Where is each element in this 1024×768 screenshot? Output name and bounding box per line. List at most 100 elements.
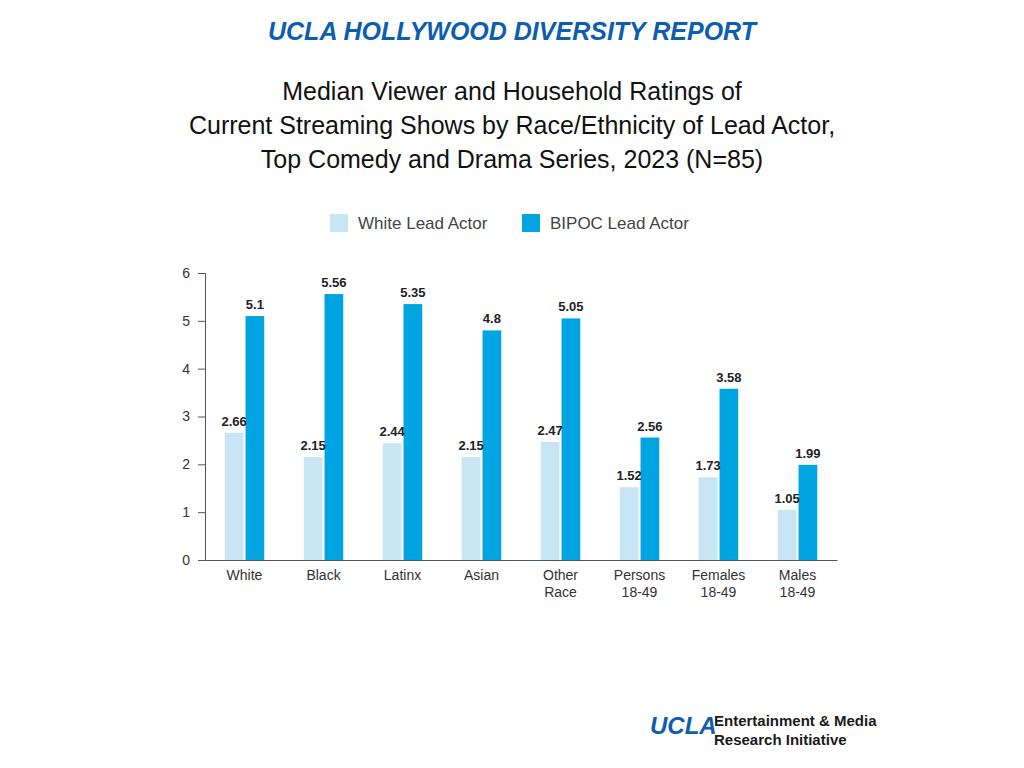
data-label: 2.66	[221, 414, 246, 429]
y-tick-mark	[198, 369, 205, 370]
bar	[562, 318, 581, 560]
bar	[225, 433, 244, 560]
x-tick-label: OtherRace	[543, 567, 578, 600]
x-tick-label-line: 18-49	[780, 584, 816, 600]
data-label: 5.56	[321, 275, 346, 290]
legend-swatch	[522, 214, 540, 232]
x-tick-label-line: Black	[306, 567, 341, 583]
data-label: 2.15	[458, 438, 483, 453]
legend-swatch	[330, 214, 348, 232]
data-label: 2.15	[300, 438, 325, 453]
chart: UCLA HOLLYWOOD DIVERSITY REPORT Median Vi…	[0, 0, 1024, 768]
bar	[699, 477, 718, 560]
x-tick: White	[227, 560, 263, 583]
data-label: 2.44	[379, 424, 405, 439]
title-line: Median Viewer and Household Ratings of	[282, 77, 742, 105]
y-tick-label: 1	[182, 504, 190, 520]
data-label: 1.52	[616, 468, 641, 483]
y-tick-label: 5	[182, 313, 190, 329]
bar	[404, 304, 423, 560]
y-tick-label: 0	[182, 552, 190, 568]
x-tick-label-line: Latinx	[384, 567, 421, 583]
bar	[462, 457, 481, 560]
bar	[304, 457, 323, 560]
x-tick-label: Persons18-49	[614, 567, 665, 600]
data-label: 5.05	[558, 299, 583, 314]
bar	[383, 443, 402, 560]
bar	[246, 316, 265, 560]
x-tick-label: White	[227, 567, 263, 583]
y-tick-mark	[198, 321, 205, 322]
x-tick: Males18-49	[779, 560, 816, 600]
x-tick-label-line: Females	[692, 567, 746, 583]
y-tick: 5	[182, 313, 205, 329]
y-tick-label: 6	[182, 265, 190, 281]
x-tick-label: Latinx	[384, 567, 421, 583]
y-tick-label: 2	[182, 456, 190, 472]
x-tick-label-line: Asian	[464, 567, 499, 583]
x-tick-label-line: 18-49	[622, 584, 658, 600]
x-tick: OtherRace	[543, 560, 578, 600]
footer-line: Entertainment & Media	[714, 712, 877, 729]
y-tick-mark	[198, 417, 205, 418]
plot: 2.662.152.442.152.471.521.731.055.15.565…	[182, 265, 837, 600]
x-tick-label: Females18-49	[692, 567, 746, 600]
x-tick-label: Asian	[464, 567, 499, 583]
y-tick-label: 4	[182, 361, 190, 377]
footer-logo: UCLA	[650, 712, 717, 739]
x-tick-label-line: Persons	[614, 567, 665, 583]
bar	[620, 487, 639, 560]
bar	[483, 330, 502, 560]
x-tick-label-line: Race	[544, 584, 577, 600]
bar	[641, 438, 660, 560]
bar	[325, 294, 344, 560]
x-tick: Black	[306, 560, 341, 583]
footer-line: Research Initiative	[714, 731, 847, 748]
x-axis: WhiteBlackLatinxAsianOtherRacePersons18-…	[206, 560, 838, 600]
y-axis: 0 1 2 3 4 5 6	[182, 265, 205, 568]
y-tick-mark	[198, 464, 205, 465]
x-tick-label-line: White	[227, 567, 263, 583]
x-axis-line	[206, 560, 838, 561]
data-label: 1.05	[774, 491, 799, 506]
legend-label: White Lead Actor	[358, 214, 488, 233]
title-line: Current Streaming Shows by Race/Ethnicit…	[189, 111, 835, 139]
bar	[720, 389, 739, 560]
x-tick-label: Males18-49	[779, 567, 816, 600]
legend-label: BIPOC Lead Actor	[550, 214, 689, 233]
bar	[799, 465, 818, 560]
y-tick-mark	[198, 560, 205, 561]
title-line: Top Comedy and Drama Series, 2023 (N=85)	[261, 145, 763, 173]
x-tick: Persons18-49	[614, 560, 665, 600]
data-label: 3.58	[716, 370, 741, 385]
data-label: 1.99	[795, 446, 820, 461]
bar	[541, 442, 560, 560]
x-tick-label: Black	[306, 567, 341, 583]
data-label: 4.8	[483, 311, 501, 326]
y-tick-mark	[198, 512, 205, 513]
data-label: 2.56	[637, 419, 662, 434]
y-tick: 3	[182, 408, 205, 424]
bar	[778, 510, 797, 560]
header: UCLA HOLLYWOOD DIVERSITY REPORT	[268, 17, 759, 45]
data-label: 5.1	[246, 297, 264, 312]
y-tick: 0	[182, 552, 205, 568]
x-tick: Asian	[464, 560, 499, 583]
data-labels: 2.662.152.442.152.471.521.731.055.15.565…	[221, 275, 820, 506]
data-label: 5.35	[400, 285, 425, 300]
y-tick: 4	[182, 361, 205, 377]
x-tick-label-line: Males	[779, 567, 816, 583]
y-axis-line	[198, 274, 206, 561]
y-tick: 6	[182, 265, 205, 281]
x-tick: Latinx	[384, 560, 421, 583]
title: Median Viewer and Household Ratings of Cu…	[189, 77, 835, 173]
x-tick-label-line: Other	[543, 567, 578, 583]
data-label: 1.73	[695, 458, 720, 473]
y-tick: 1	[182, 504, 205, 520]
x-tick: Females18-49	[692, 560, 746, 600]
legend: White Lead Actor BIPOC Lead Actor	[330, 214, 689, 233]
x-tick-label-line: 18-49	[701, 584, 737, 600]
y-tick: 2	[182, 456, 205, 472]
y-tick-label: 3	[182, 408, 190, 424]
bars	[225, 294, 818, 560]
